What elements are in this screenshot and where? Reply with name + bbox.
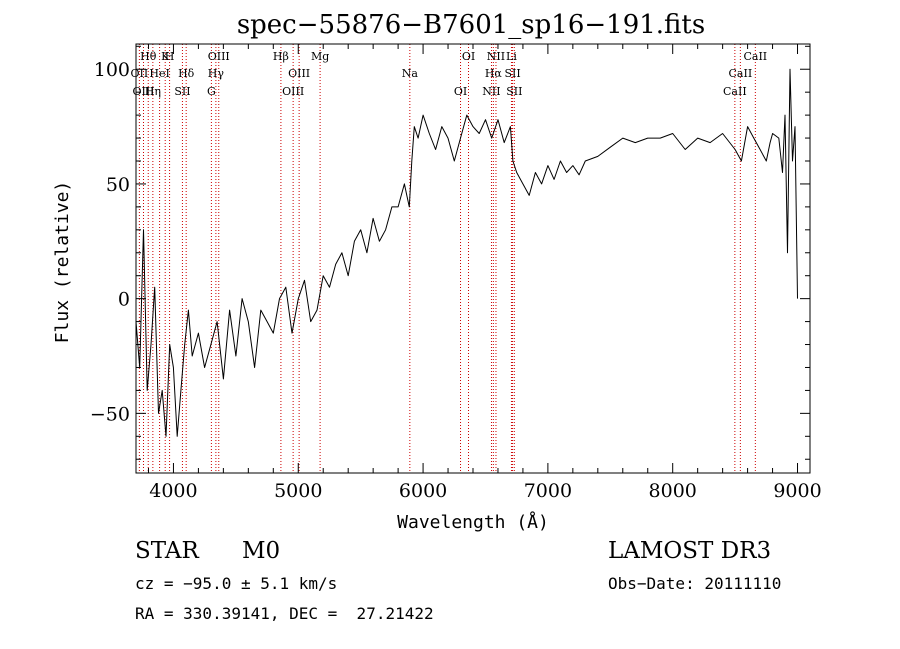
- spectral-line-label: Na: [402, 67, 419, 80]
- spectral-line-label: OIII: [132, 85, 154, 98]
- x-tick-label: 7000: [524, 480, 572, 502]
- x-tick-label: 8000: [649, 480, 697, 502]
- redshift-velocity: cz = −95.0 ± 5.1 km/s: [135, 574, 338, 593]
- spectral-line-label: CaII: [743, 50, 767, 63]
- spectral-line-label: OIII: [288, 67, 310, 80]
- y-tick-label: 50: [106, 174, 130, 196]
- spectral-line-label: CaII: [729, 67, 753, 80]
- spectral-line-label: Hβ: [273, 50, 289, 63]
- spectral-line-label: Li: [506, 50, 517, 63]
- spectral-line-label: Mg: [311, 50, 329, 63]
- observation-date: Obs−Date: 20111110: [608, 574, 782, 593]
- spectral-line-label: OIII: [282, 85, 304, 98]
- spectral-line-label: H: [165, 50, 175, 63]
- spectral-line-label: HeI: [149, 67, 169, 80]
- x-tick-label: 4000: [149, 480, 197, 502]
- plot-frame: [135, 43, 811, 474]
- spectral-line-label: CaII: [723, 85, 747, 98]
- spectral-line-label: OI: [454, 85, 467, 98]
- spectrum-chart: spec−55876−B7601_sp16−191.fits Wavelengt…: [52, 10, 822, 533]
- x-axis-label: Wavelength (Å): [397, 511, 549, 533]
- spectral-line-label: SII: [504, 67, 520, 80]
- spectral-line-label: NII: [482, 85, 500, 98]
- spectral-line-label: NII: [487, 50, 505, 63]
- spectral-line-label: Hδ: [178, 67, 195, 80]
- x-tick-label: 9000: [773, 480, 821, 502]
- spectral-line-label: Hθ: [140, 50, 157, 63]
- spectral-line-label: OI: [462, 50, 475, 63]
- spectral-line-label: OII: [131, 67, 149, 80]
- spectral-line-label: SII: [506, 85, 522, 98]
- y-tick-label: −50: [90, 403, 130, 425]
- spectral-line-label: K: [161, 50, 170, 63]
- axis-tick-labels: 4000 5000 6000 7000 8000 9000 −50 0 50 100: [90, 59, 822, 502]
- spectral-line-label: G: [207, 85, 216, 98]
- spectral-line-label: Hα: [485, 67, 503, 80]
- object-class: STAR: [135, 538, 199, 564]
- flux-series-line: [135, 68, 798, 437]
- object-subclass: M0: [242, 538, 281, 564]
- survey-name: LAMOST DR3: [608, 538, 772, 564]
- spectral-line-labels: HθOIIOIIIKHeIHηHHδSIIOIIIHγGHβOIIIOIIIMg…: [131, 50, 768, 98]
- y-tick-label: 0: [118, 289, 130, 311]
- spectral-line-label: Hη: [145, 85, 161, 98]
- spectral-line-label: SII: [174, 85, 190, 98]
- chart-title: spec−55876−B7601_sp16−191.fits: [237, 10, 705, 40]
- y-axis-label: Flux (relative): [52, 181, 73, 344]
- spectral-line-label: Hγ: [208, 67, 225, 80]
- x-tick-label: 5000: [274, 480, 322, 502]
- spectral-line-markers: [138, 44, 756, 473]
- y-tick-label: 100: [94, 59, 130, 81]
- spectral-line-label: OIII: [208, 50, 230, 63]
- coordinates: RA = 330.39141, DEC = 27.21422: [135, 604, 434, 623]
- x-tick-label: 6000: [399, 480, 447, 502]
- axis-ticks: [136, 44, 810, 473]
